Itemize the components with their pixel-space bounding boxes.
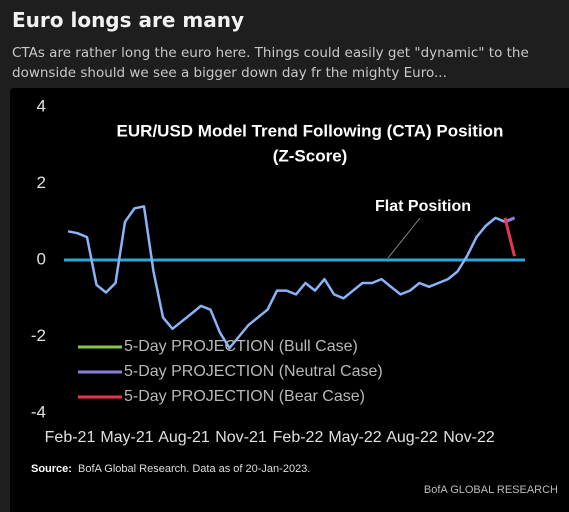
legend-label: 5-Day PROJECTION (Neutral Case) bbox=[124, 363, 383, 380]
x-tick-label: Nov-22 bbox=[443, 429, 495, 446]
chart-title: EUR/USD Model Trend Following (CTA) Posi… bbox=[117, 121, 504, 140]
legend-label: 5-Day PROJECTION (Bear Case) bbox=[124, 388, 365, 405]
source-text: BofA Global Research. Data as of 20-Jan-… bbox=[78, 463, 310, 475]
legend-label: 5-Day PROJECTION (Bull Case) bbox=[124, 338, 358, 355]
x-tick-label: Aug-21 bbox=[158, 429, 210, 446]
source-label: Source: bbox=[31, 463, 72, 475]
chart-title: (Z-Score) bbox=[273, 146, 348, 165]
y-tick-label: -4 bbox=[31, 402, 46, 421]
x-tick-label: Nov-21 bbox=[215, 429, 267, 446]
chart-panel: -4 -2 0 2 4 Feb-21 May-21 Aug-21 Nov-21 Feb-22 May… bbox=[10, 88, 569, 512]
brand: BofA GLOBAL RESEARCH bbox=[424, 484, 558, 496]
x-tick-label: Aug-22 bbox=[386, 429, 438, 446]
y-tick-label: -2 bbox=[31, 326, 46, 345]
page-subtitle: CTAs are rather long the euro here. Thin… bbox=[12, 45, 529, 81]
trend-line bbox=[67, 205, 515, 350]
annotation-label: Flat Position bbox=[375, 198, 471, 215]
y-tick-label: 2 bbox=[37, 173, 46, 192]
y-tick-label: 4 bbox=[37, 96, 46, 115]
page-title: Euro longs are many bbox=[12, 8, 244, 32]
y-tick-label: 0 bbox=[37, 249, 46, 268]
x-tick-label: Feb-22 bbox=[273, 429, 324, 446]
x-tick-label: May-22 bbox=[328, 429, 381, 446]
annotation-pointer bbox=[387, 217, 421, 259]
x-tick-label: Feb-21 bbox=[45, 429, 96, 446]
x-tick-label: May-21 bbox=[100, 429, 153, 446]
chart: -4 -2 0 2 4 Feb-21 May-21 Aug-21 Nov-21 Feb-22 May… bbox=[31, 96, 558, 496]
projection-line bbox=[503, 217, 516, 257]
